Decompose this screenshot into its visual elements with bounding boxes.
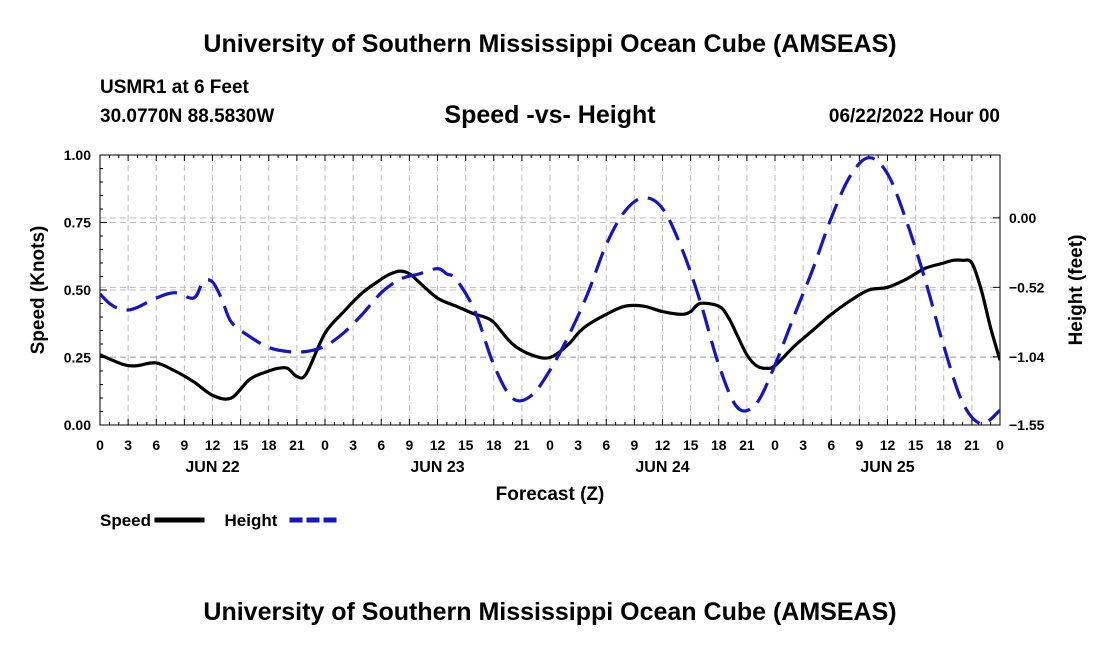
- legend-label-height: Height: [225, 511, 278, 530]
- x-tick-label: 0: [996, 437, 1004, 453]
- page-title: University of Southern Mississippi Ocean…: [203, 30, 897, 58]
- y2-tick-label: −0.52: [1009, 279, 1045, 295]
- x-tick-label: 21: [289, 437, 305, 453]
- y2-tick-label: 0.00: [1009, 210, 1036, 226]
- x-tick-label: 3: [574, 437, 582, 453]
- x-tick-label: 18: [261, 437, 277, 453]
- day-label: JUN 25: [860, 459, 914, 476]
- x-tick-label: 15: [683, 437, 699, 453]
- x-tick-label: 18: [486, 437, 502, 453]
- forecast-datetime: 06/22/2022 Hour 00: [828, 106, 1000, 127]
- y-tick-label: 0.25: [64, 350, 91, 366]
- x-tick-label: 9: [855, 437, 863, 453]
- station-label: USMR1 at 6 Feet: [100, 77, 249, 98]
- series-line-speed: [100, 258, 1000, 401]
- chart-subtitle: Speed -vs- Height: [444, 101, 656, 129]
- legend-label-speed: Speed: [100, 511, 151, 530]
- day-label: JUN 24: [635, 459, 689, 476]
- y-tick-label: 0.50: [64, 282, 91, 298]
- x-tick-label: 15: [908, 437, 924, 453]
- x-tick-label: 12: [430, 437, 446, 453]
- y-tick-label: 0.00: [64, 417, 91, 433]
- x-tick-label: 3: [799, 437, 807, 453]
- x-axis-title: Forecast (Z): [496, 484, 605, 505]
- x-tick-label: 9: [180, 437, 188, 453]
- series-line-height: [100, 156, 1000, 425]
- footer-title: University of Southern Mississippi Ocean…: [203, 598, 897, 626]
- x-tick-label: 9: [405, 437, 413, 453]
- x-tick-label: 3: [124, 437, 132, 453]
- x-tick-label: 15: [458, 437, 474, 453]
- x-tick-label: 21: [964, 437, 980, 453]
- y-tick-label: 1.00: [64, 147, 91, 163]
- y2-axis-title: Height (feet): [1066, 235, 1087, 346]
- x-tick-label: 6: [827, 437, 835, 453]
- y-axis-title: Speed (Knots): [28, 226, 49, 355]
- x-tick-label: 12: [880, 437, 896, 453]
- x-tick-label: 0: [546, 437, 554, 453]
- day-label: JUN 23: [410, 459, 464, 476]
- y2-tick-label: −1.04: [1009, 349, 1045, 365]
- day-label: JUN 22: [185, 459, 239, 476]
- y-tick-label: 0.75: [64, 215, 91, 231]
- y2-tick-label: −1.55: [1009, 417, 1045, 433]
- x-tick-label: 6: [602, 437, 610, 453]
- x-tick-label: 12: [655, 437, 671, 453]
- x-tick-label: 3: [349, 437, 357, 453]
- x-tick-label: 18: [711, 437, 727, 453]
- x-tick-label: 6: [152, 437, 160, 453]
- coordinates-label: 30.0770N 88.5830W: [100, 106, 275, 127]
- x-tick-label: 6: [377, 437, 385, 453]
- x-tick-label: 9: [630, 437, 638, 453]
- x-tick-label: 0: [96, 437, 104, 453]
- x-tick-label: 0: [321, 437, 329, 453]
- x-tick-label: 15: [233, 437, 249, 453]
- x-tick-label: 21: [739, 437, 755, 453]
- x-tick-label: 21: [514, 437, 530, 453]
- x-tick-label: 0: [771, 437, 779, 453]
- x-tick-label: 12: [205, 437, 221, 453]
- x-tick-label: 18: [936, 437, 952, 453]
